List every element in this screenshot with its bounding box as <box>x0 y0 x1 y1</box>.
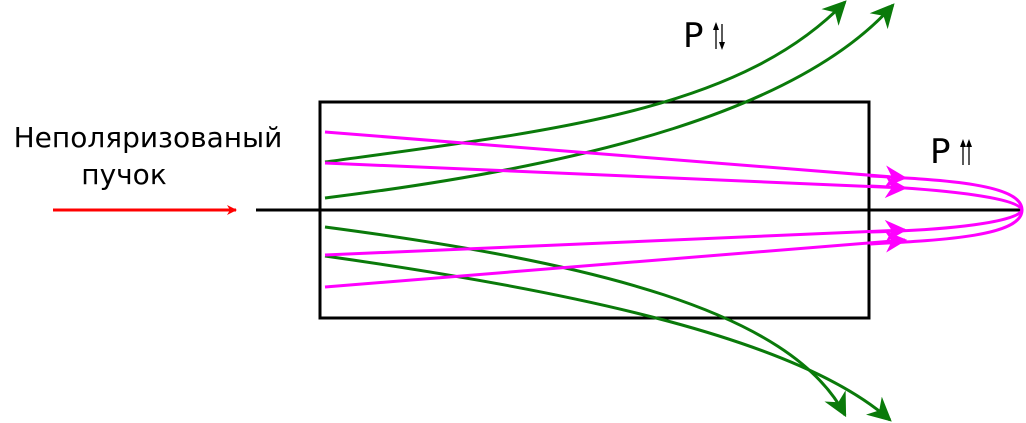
parallel-trajectory-upper-1 <box>324 130 908 188</box>
parallel-focus-loop-inner <box>869 184 1024 234</box>
antiparallel-trajectory-lower-1 <box>324 225 847 418</box>
label-p-parallel: P <box>930 132 972 172</box>
p-antiparallel-letter: P <box>683 16 704 56</box>
parallel-spin-icon <box>960 139 972 165</box>
parallel-trajectory-upper-2 <box>324 161 908 199</box>
beam-label-line1: Неполяризованый <box>14 121 283 154</box>
p-parallel-letter: P <box>930 132 951 172</box>
parallel-trajectory-lower-2 <box>324 230 908 289</box>
parallel-trajectory-lower-1 <box>324 219 908 257</box>
antiparallel-trajectory-lower-2 <box>324 254 892 422</box>
antiparallel-trajectory-upper-1 <box>324 0 847 164</box>
label-p-antiparallel: P <box>683 16 725 56</box>
antiparallel-spin-icon <box>713 22 725 50</box>
beam-label-line2: пучок <box>81 158 166 191</box>
antiparallel-trajectory-upper-2 <box>324 3 895 200</box>
